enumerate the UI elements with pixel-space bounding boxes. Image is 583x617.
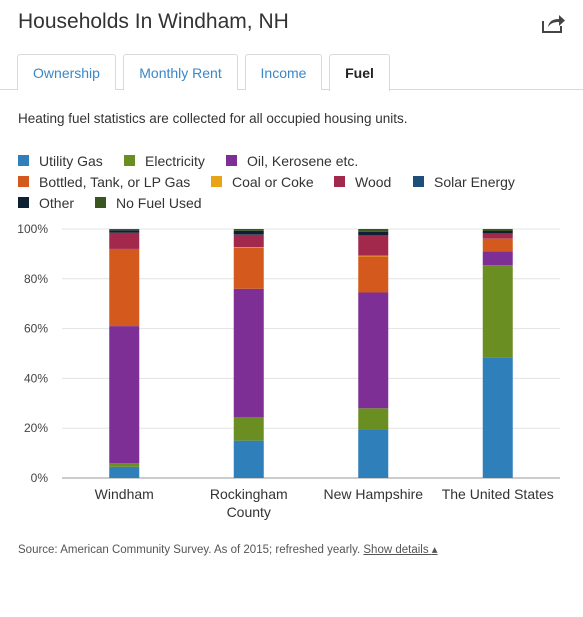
bar-segment — [358, 229, 389, 232]
legend-swatch — [413, 176, 424, 187]
y-tick-label: 80% — [24, 272, 48, 286]
page-title: Households In Windham, NH — [18, 10, 289, 33]
legend-label: Coal or Coke — [232, 173, 314, 190]
legend-swatch — [18, 197, 29, 208]
stacked-bar-chart: 0% 20% 40% 60% 80% 100% Windham Rockingham Count… — [17, 222, 560, 520]
tab-income-label: Income — [260, 64, 307, 81]
bar-segment — [482, 230, 513, 234]
tab-fuel-label: Fuel — [345, 65, 374, 81]
bar-segment — [358, 235, 389, 256]
legend-label: Wood — [355, 173, 392, 190]
bar-segment — [233, 288, 264, 417]
legend-item-bottled-gas[interactable]: Bottled, Tank, or LP Gas — [18, 171, 190, 192]
bar-segment — [109, 326, 140, 464]
bar-segment — [109, 232, 140, 249]
bar-segment — [482, 238, 513, 252]
bar-segment — [109, 230, 140, 233]
bar-segment — [358, 292, 389, 409]
show-details-link[interactable]: Show details ▴ — [363, 544, 438, 556]
legend-item-solar[interactable]: Solar Energy — [413, 171, 515, 192]
legend-label: Solar Energy — [434, 173, 515, 190]
bar-segment — [233, 247, 264, 289]
tab-bar: Ownership Monthly Rent Income Fuel — [0, 54, 583, 91]
bar-segment — [109, 229, 140, 231]
bar-segment — [233, 440, 264, 478]
bar-segment — [482, 229, 513, 231]
legend-label: Bottled, Tank, or LP Gas — [39, 173, 191, 190]
legend-swatch — [124, 155, 135, 166]
bar-segment — [233, 234, 264, 248]
source-note: Source: American Community Survey. As of… — [18, 542, 438, 556]
x-tick-label: County — [227, 504, 271, 520]
tab-monthly-rent-label: Monthly Rent — [139, 64, 222, 81]
legend-label: Electricity — [145, 152, 205, 169]
bar-segment — [109, 463, 140, 467]
tab-monthly-rent[interactable]: Monthly Rent — [123, 54, 238, 90]
bar-segment — [482, 265, 513, 358]
x-tick-label: Windham — [95, 486, 154, 502]
share-arrow-icon[interactable] — [540, 12, 566, 34]
legend-item-utility-gas[interactable]: Utility Gas — [18, 150, 103, 171]
bar-segment — [482, 251, 513, 266]
tab-ownership-label: Ownership — [33, 64, 100, 81]
legend-item-wood[interactable]: Wood — [334, 171, 391, 192]
legend-label: Utility Gas — [39, 152, 103, 169]
legend-swatch — [95, 197, 106, 208]
y-tick-label: 40% — [24, 371, 48, 385]
bar-segment — [482, 233, 513, 239]
legend-swatch — [18, 155, 29, 166]
chart-legend: Utility Gas Electricity Oil, Kerosene et… — [18, 150, 578, 213]
legend-label: Other — [39, 194, 75, 211]
bar-segment — [233, 229, 264, 231]
tab-fuel[interactable]: Fuel — [329, 54, 390, 91]
tab-ownership[interactable]: Ownership — [17, 54, 116, 90]
bar-segment — [482, 357, 513, 478]
legend-label: No Fuel Used — [116, 194, 202, 211]
x-tick-label: The United States — [442, 486, 554, 502]
bar-segment — [109, 248, 140, 327]
x-tick-label: Rockingham — [210, 486, 288, 502]
bar-segment — [358, 429, 389, 478]
legend-swatch — [226, 155, 237, 166]
legend-item-oil[interactable]: Oil, Kerosene etc. — [226, 150, 358, 171]
legend-swatch — [211, 176, 222, 187]
bar-segment — [233, 230, 264, 235]
legend-item-electricity[interactable]: Electricity — [124, 150, 205, 171]
legend-item-no-fuel[interactable]: No Fuel Used — [95, 192, 202, 213]
bar-segment — [358, 231, 389, 236]
y-tick-label: 60% — [24, 322, 48, 336]
legend-swatch — [334, 176, 345, 187]
tab-income[interactable]: Income — [245, 54, 322, 90]
description-text: Heating fuel statistics are collected fo… — [18, 111, 408, 126]
legend-item-other[interactable]: Other — [18, 192, 74, 213]
legend-swatch — [18, 176, 29, 187]
bar-segment — [358, 408, 389, 430]
legend-item-coal[interactable]: Coal or Coke — [211, 171, 314, 192]
source-text: Source: American Community Survey. As of… — [18, 544, 361, 556]
bar-segment — [358, 255, 389, 257]
y-tick-label: 20% — [24, 421, 48, 435]
y-tick-label: 100% — [17, 222, 48, 236]
x-tick-label: New Hampshire — [323, 486, 423, 502]
y-tick-label: 0% — [31, 471, 49, 485]
bar-segment — [109, 466, 140, 478]
bar-segment — [233, 416, 264, 441]
bar-segment — [358, 256, 389, 293]
legend-label: Oil, Kerosene etc. — [247, 152, 359, 169]
